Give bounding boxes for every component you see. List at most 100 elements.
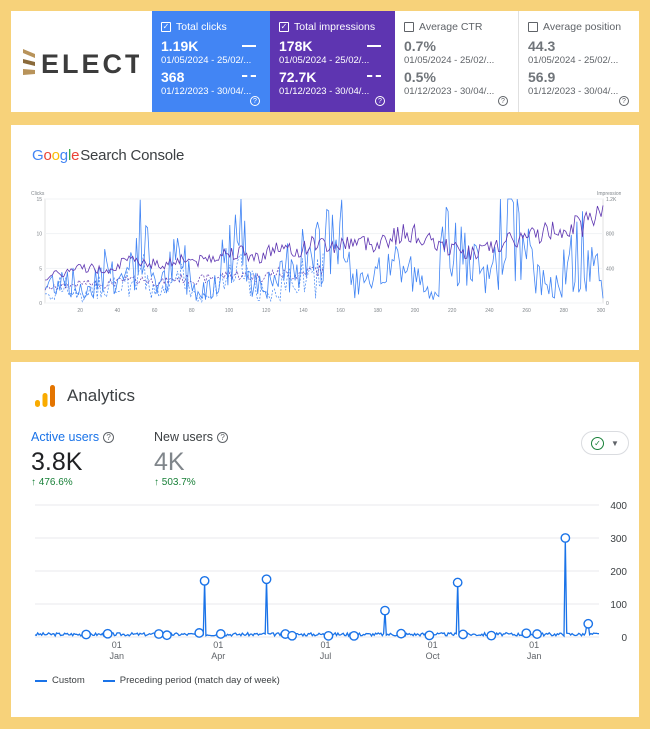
anomaly-marker: [560, 533, 571, 543]
brand-name: ELECT: [41, 49, 139, 78]
anomaly-marker: [287, 630, 297, 641]
x-tick: 260: [522, 308, 531, 314]
dashed-line-icon: [242, 75, 256, 77]
checkbox-icon[interactable]: ✓: [279, 22, 289, 32]
metric-card-average-position[interactable]: Average position 44.3 01/05/2024 - 25/02…: [519, 11, 639, 112]
metric-previous-range: 01/12/2023 - 30/04/...: [404, 86, 495, 97]
metric-label: Total clicks: [176, 21, 227, 33]
metric-card-average-ctr[interactable]: Average CTR 0.7% 01/05/2024 - 25/02/... …: [395, 11, 519, 112]
y-axis-label-right: Impressions: [597, 191, 621, 197]
series-impressions-previous: [44, 264, 324, 291]
anomaly-marker: [102, 628, 113, 639]
x-tick-month: Apr: [211, 651, 225, 661]
legend-item-preceding[interactable]: Preceding period (match day of week): [102, 675, 280, 686]
y-tick-left: 10: [36, 232, 42, 238]
search-console-panel: GoogleSearch Console 15 10 5 0 1.2K 800 400 0 Cl…: [11, 125, 639, 350]
search-console-logo: GoogleSearch Console: [32, 147, 184, 164]
search-console-chart: 15 10 5 0 1.2K 800 400 0 Clicks Impressions 20 40 60…: [31, 191, 621, 314]
legend-label: Custom: [52, 675, 85, 686]
metric-current-value: 0.7%: [404, 38, 436, 54]
x-tick-day: 01: [320, 640, 330, 650]
anomaly-marker: [452, 577, 463, 588]
legend-item-custom[interactable]: Custom: [35, 675, 85, 686]
metric-value: 3.8K: [31, 448, 83, 476]
anomaly-marker: [194, 628, 205, 638]
metric-previous-range: 01/12/2023 - 30/04/...: [528, 86, 619, 97]
x-tick: 140: [299, 308, 308, 314]
anomaly-marker: [486, 630, 497, 641]
x-tick-day: 01: [529, 640, 539, 650]
metric-previous-value: 368: [161, 69, 185, 85]
checkbox-icon[interactable]: [528, 22, 538, 32]
metric-label: New users: [154, 430, 214, 444]
anomaly-marker: [81, 629, 92, 640]
metric-previous-value: 72.7K: [279, 69, 317, 85]
anomaly-marker: [583, 618, 594, 629]
x-tick: 280: [560, 308, 569, 314]
anomaly-marker: [424, 630, 435, 641]
series-clicks-previous: [44, 253, 324, 304]
chart-legend: Custom Preceding period (match day of we…: [35, 675, 280, 686]
anomaly-marker: [532, 629, 542, 639]
help-icon[interactable]: ?: [375, 96, 385, 106]
metric-label: Average position: [543, 21, 622, 33]
anomaly-marker: [396, 628, 407, 639]
x-tick-month: Jan: [110, 651, 125, 661]
help-icon[interactable]: ?: [250, 96, 260, 106]
metric-card-total-impressions[interactable]: ✓ Total impressions 178K 01/05/2024 - 25/…: [270, 11, 395, 112]
help-icon[interactable]: ?: [498, 96, 508, 106]
metric-card-total-clicks[interactable]: ✓ Total clicks 1.19K 01/05/2024 - 25/02/.…: [152, 11, 270, 112]
elect-logo: ELECT: [11, 11, 152, 112]
x-tick: 80: [189, 308, 195, 314]
status-dropdown-button[interactable]: ✓ ▼: [581, 431, 629, 455]
y-tick-right: 1.2K: [606, 197, 617, 203]
x-tick: 100: [225, 308, 234, 314]
search-console-metrics-strip: ELECT ✓ Total clicks 1.19K 01/05/2024 - 2…: [11, 11, 639, 112]
dashed-line-icon: [367, 75, 381, 77]
anomaly-marker: [199, 576, 210, 586]
x-tick: 20: [77, 308, 83, 314]
metric-change: ↑ 476.6%: [31, 477, 73, 488]
y-tick: 200: [610, 567, 627, 578]
y-tick-left: 15: [36, 197, 42, 203]
x-tick: 160: [336, 308, 345, 314]
google-wordmark: Google: [32, 147, 80, 164]
help-icon[interactable]: ?: [619, 96, 629, 106]
metric-tab-new-users[interactable]: New users?: [154, 430, 229, 444]
x-tick-month: Jan: [527, 651, 542, 661]
checkbox-icon[interactable]: ✓: [161, 22, 171, 32]
metric-previous-range: 01/12/2023 - 30/04/...: [161, 86, 252, 97]
help-icon[interactable]: ?: [217, 432, 229, 443]
solid-line-icon: [35, 679, 47, 682]
checkbox-icon[interactable]: [404, 22, 414, 32]
y-tick: 300: [610, 534, 627, 545]
series-impressions: [44, 205, 604, 281]
x-tick: 180: [374, 308, 383, 314]
anomaly-marker: [215, 629, 226, 639]
elect-logo-mark: ELECT: [23, 48, 139, 78]
x-tick: 300: [597, 308, 606, 314]
x-tick-day: 01: [112, 640, 122, 650]
x-tick: 240: [485, 308, 494, 314]
solid-line-icon: [367, 45, 381, 47]
x-tick-day: 01: [428, 640, 438, 650]
y-axis-label-left: Clicks: [31, 191, 45, 197]
metric-label: Average CTR: [419, 21, 483, 33]
help-icon[interactable]: ?: [103, 432, 115, 443]
metric-current-value: 1.19K: [161, 38, 199, 54]
metric-previous-value: 0.5%: [404, 69, 436, 85]
x-tick: 220: [448, 308, 457, 314]
anomaly-marker: [323, 630, 334, 641]
anomaly-marker: [380, 605, 390, 616]
metric-current-value: 44.3: [528, 38, 556, 54]
metric-current-range: 01/05/2024 - 25/02/...: [161, 55, 252, 66]
legend-label: Preceding period (match day of week): [119, 675, 280, 686]
metric-change: ↑ 503.7%: [154, 477, 196, 488]
y-tick-right: 800: [606, 232, 615, 238]
metric-tab-active-users[interactable]: Active users?: [31, 430, 115, 444]
series-custom: [34, 537, 600, 638]
metric-label: Total impressions: [294, 21, 376, 33]
y-tick-left: 5: [39, 266, 42, 272]
metric-current-range: 01/05/2024 - 25/02/...: [279, 55, 370, 66]
